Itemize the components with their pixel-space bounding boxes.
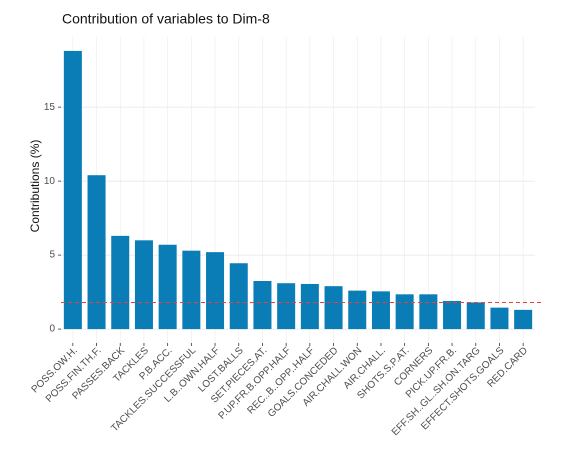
bar [490, 307, 509, 330]
bar [253, 281, 272, 330]
y-tick-label: 0 [49, 324, 55, 335]
bar [111, 235, 130, 330]
bar [206, 252, 225, 330]
chart-title: Contribution of variables to Dim-8 [62, 11, 270, 27]
bar [277, 283, 296, 330]
bar [134, 240, 153, 330]
bar [419, 294, 438, 330]
bar [348, 290, 367, 330]
bar [158, 244, 177, 330]
bar [182, 250, 201, 330]
bar [87, 175, 106, 330]
bar [395, 294, 414, 330]
bar [443, 300, 462, 330]
bar [229, 263, 248, 330]
bar [466, 302, 485, 330]
y-tick-label: 15 [44, 102, 56, 113]
bar [300, 283, 319, 330]
bar [371, 291, 390, 330]
bar [514, 309, 533, 330]
bar [324, 286, 343, 330]
y-tick-label: 5 [49, 250, 55, 261]
y-tick-label: 10 [44, 176, 56, 187]
bar [63, 50, 82, 330]
y-axis-label: Contributions (%) [28, 140, 42, 233]
